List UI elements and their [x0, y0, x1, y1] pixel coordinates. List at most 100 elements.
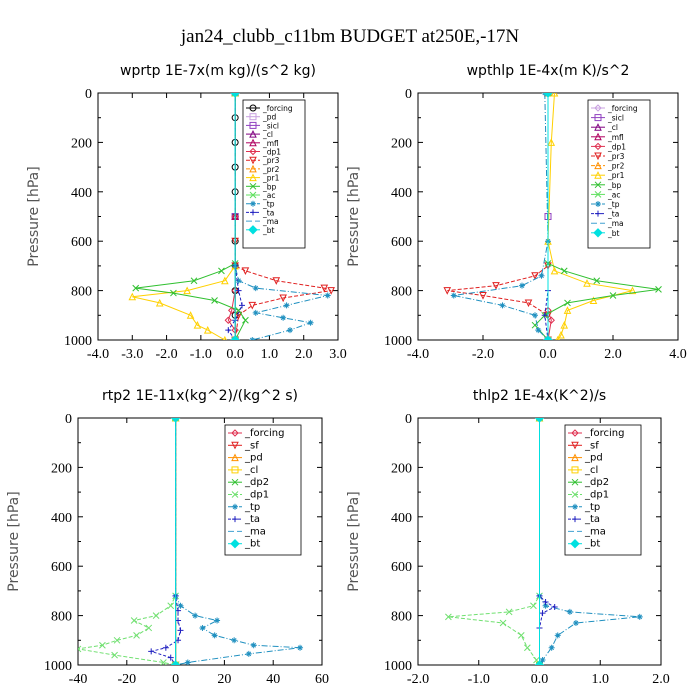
- series-marker-tp: [280, 314, 287, 321]
- legend-marker: [570, 538, 580, 549]
- y-tick-label: 400: [391, 186, 412, 201]
- series-marker-pr3: [443, 287, 452, 295]
- y-tick-label: 800: [51, 610, 72, 625]
- series-marker-pr1: [560, 321, 569, 329]
- legend-marker: [594, 123, 602, 131]
- legend-marker: [594, 132, 602, 141]
- legend-entry: _forcing: [262, 104, 293, 113]
- x-tick-label: 40: [266, 672, 280, 687]
- x-tick-label: 2.0: [604, 347, 622, 362]
- series-marker-pr3: [531, 272, 539, 280]
- legend-entry: _dp1: [262, 148, 281, 157]
- series-marker-bp: [211, 297, 218, 304]
- legend-entry: _forcing: [607, 104, 638, 113]
- x-tick-label: 1.0: [592, 672, 610, 687]
- legend-marker: [249, 173, 257, 182]
- series-marker-tp: [535, 327, 542, 334]
- x-tick-label: 3.0: [329, 347, 347, 362]
- legend-marker: [594, 114, 602, 122]
- series-marker-dp1: [445, 613, 452, 621]
- series-marker-dp1: [505, 608, 513, 616]
- series-marker-tp: [177, 602, 184, 609]
- legend-box: [242, 99, 306, 249]
- x-tick-label: -4.0: [87, 347, 109, 362]
- series-marker-dp1: [78, 645, 82, 653]
- chart-title: wpthlp 1E-4x(m K)/s^2: [467, 63, 630, 79]
- legend-entry: _sf: [584, 440, 599, 451]
- legend-entry: _bt: [584, 539, 600, 550]
- legend-marker: [571, 429, 579, 437]
- legend-entry: _dp2: [584, 477, 609, 488]
- x-tick-label: -1.0: [190, 347, 212, 362]
- series-marker-dp1: [228, 306, 236, 315]
- y-tick-label: 600: [391, 560, 412, 575]
- series-marker-tp: [235, 277, 242, 284]
- series-marker-dp1: [145, 624, 153, 632]
- legend-entry: _dp1: [584, 490, 609, 501]
- legend-entry: _dp2: [244, 477, 269, 488]
- legend-marker: [595, 201, 601, 207]
- x-tick-label: -1.0: [468, 672, 490, 687]
- legend-entry: _ma: [244, 526, 266, 537]
- legend-marker: [594, 104, 602, 112]
- series-marker-tp: [250, 642, 257, 649]
- legend-marker: [249, 104, 257, 112]
- series-marker-pr3: [320, 284, 329, 293]
- figure-title: jan24_clubb_c11bm BUDGET at250E,-17N: [180, 26, 520, 47]
- legend-marker: [594, 181, 602, 189]
- series-marker-tp: [450, 292, 457, 299]
- series-marker-pr1: [155, 298, 164, 307]
- y-tick-label: 1000: [44, 659, 72, 674]
- series-marker-bp: [609, 292, 617, 299]
- series-marker-dp1: [111, 651, 118, 659]
- series-marker-tp: [538, 272, 545, 279]
- y-tick-label: 0: [65, 412, 72, 427]
- legend-marker: [249, 113, 257, 121]
- legend-entry: _ac: [262, 191, 275, 200]
- x-tick-label: 0.0: [531, 672, 549, 687]
- y-tick-label: 800: [391, 610, 412, 625]
- legend-marker: [572, 503, 578, 510]
- legend-marker: [571, 441, 579, 450]
- y-axis-label: Pressure [hPa]: [346, 166, 362, 266]
- series-marker-bp: [593, 277, 601, 285]
- series-marker-tp: [532, 312, 538, 319]
- series-marker-pr1: [203, 326, 212, 334]
- series-marker-tp: [287, 327, 293, 334]
- y-tick-label: 0: [405, 412, 412, 427]
- legend-marker: [230, 538, 240, 549]
- x-tick-label: 0: [172, 672, 179, 687]
- legend-marker: [231, 429, 239, 437]
- series-marker-ta: [542, 599, 549, 606]
- series-marker-tp: [566, 608, 573, 615]
- series-marker-pr1: [557, 330, 565, 339]
- legend-entry: _dp1: [244, 490, 269, 501]
- series-marker-tp: [184, 659, 191, 665]
- y-axis-label: Pressure [hPa]: [6, 491, 22, 591]
- legend-entry: _dp1: [607, 142, 626, 151]
- series-marker-bt: [170, 660, 181, 665]
- legend-entry: _cl: [244, 465, 258, 476]
- series-marker-tp: [297, 644, 304, 651]
- chart-panel-4: thlp2 1E-4x(K^2)/s Pressure [hPa] 0 200 400 6…: [346, 388, 670, 687]
- series-marker-pr3: [479, 292, 487, 300]
- y-tick-label: 600: [51, 560, 72, 575]
- series-marker-bt: [534, 418, 545, 423]
- legend-marker: [249, 121, 257, 129]
- y-tick-label: 600: [71, 235, 92, 250]
- series-marker-pr3: [524, 299, 533, 308]
- legend-marker: [231, 491, 239, 498]
- series-marker-tp: [499, 302, 506, 309]
- y-tick-label: 200: [71, 136, 92, 151]
- legend-entry: _sicl: [607, 114, 624, 123]
- chart-panel-2: wpthlp 1E-4x(m K)/s^2 Pressure [hPa] 0 200 4…: [346, 63, 687, 362]
- series-marker-ta: [167, 654, 174, 661]
- series-marker-bt: [534, 660, 545, 665]
- series-marker-pr1: [628, 286, 637, 295]
- series-marker-ta: [235, 287, 242, 294]
- legend-marker: [249, 182, 257, 190]
- series-marker-bp: [655, 286, 662, 293]
- x-tick-label: -2.0: [472, 347, 494, 362]
- legend-entry: _forcing: [584, 428, 625, 439]
- series-marker-dp1: [167, 602, 175, 610]
